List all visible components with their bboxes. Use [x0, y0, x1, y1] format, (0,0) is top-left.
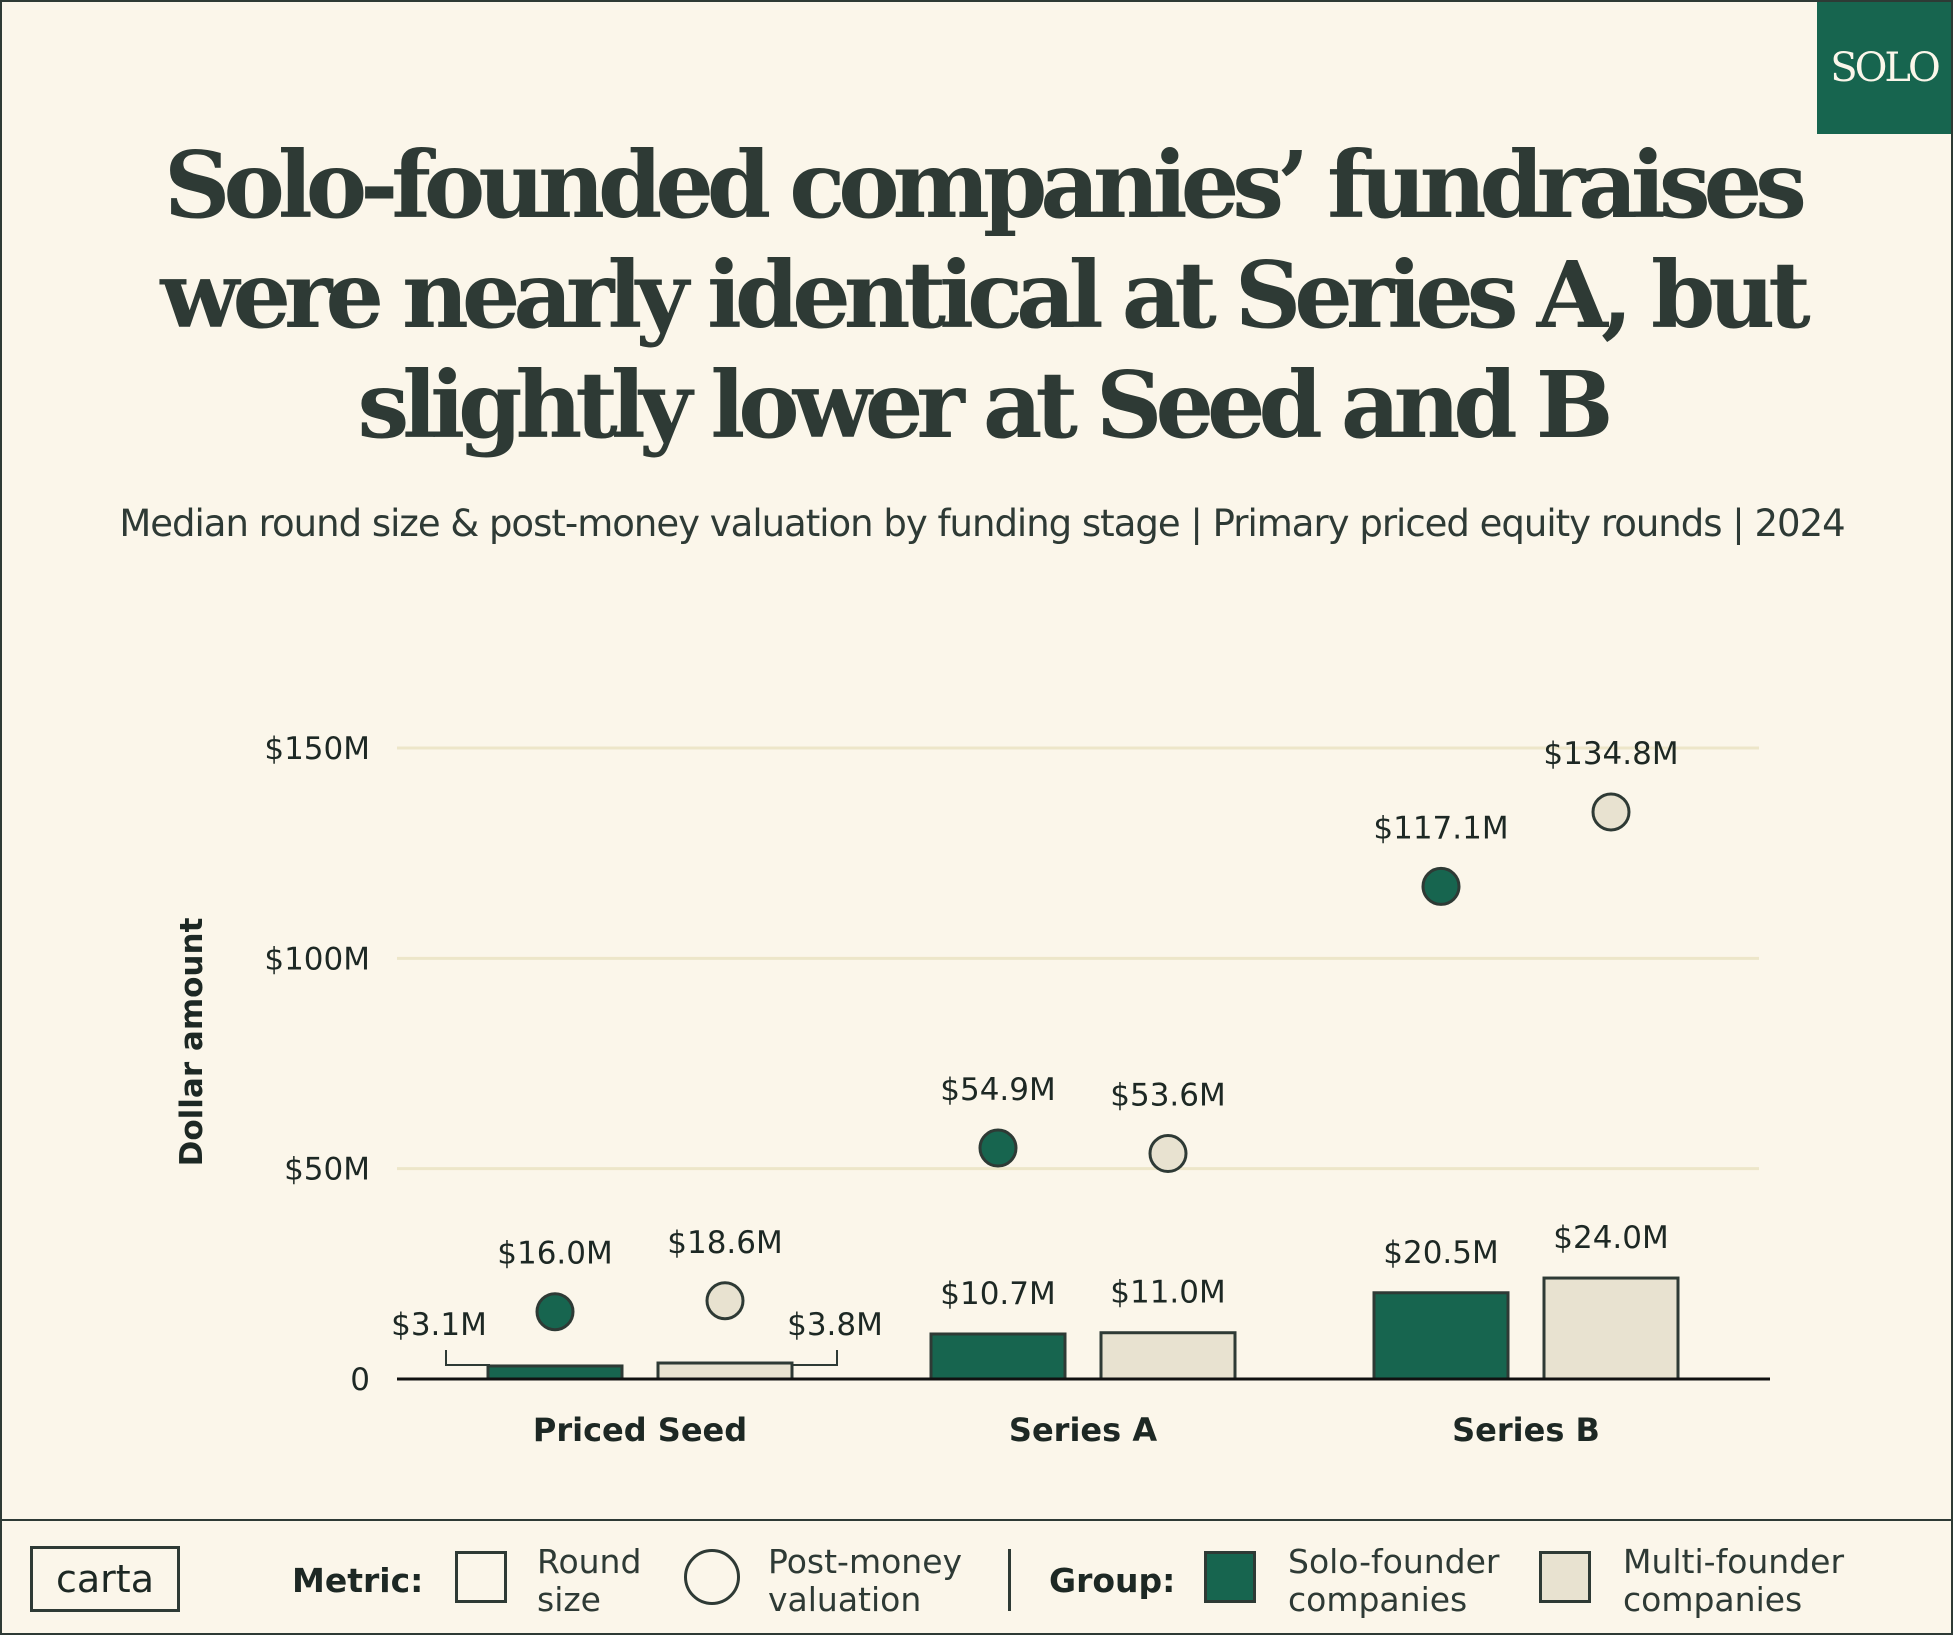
multi-valuation-label-1: $53.6M	[1110, 1078, 1226, 1114]
legend: carta Metric: Round size Post-money valu…	[2, 1519, 1951, 1633]
solo-valuation-label-1: $54.9M	[940, 1072, 1056, 1108]
multi-valuation-label-2: $134.8M	[1543, 736, 1678, 772]
legend-valuation-line1: Post-money	[768, 1542, 963, 1581]
legend-solo-line1: Solo-founder	[1288, 1542, 1500, 1581]
legend-metric-label: Metric:	[292, 1561, 424, 1600]
solo-valuation-dot-1	[978, 1128, 1018, 1168]
multi-valuation-label-0: $18.6M	[667, 1225, 783, 1261]
solo-valuation-label-0: $16.0M	[497, 1236, 613, 1272]
legend-valuation: Post-money valuation	[768, 1543, 962, 1619]
solo-round-label-0: $3.1M	[391, 1307, 487, 1343]
legend-multi-line1: Multi-founder	[1623, 1542, 1845, 1581]
legend-multi-line2: companies	[1623, 1580, 1803, 1619]
y-tick-label-150: $150M	[264, 731, 370, 767]
legend-group-label: Group:	[1049, 1561, 1176, 1600]
solo-round-bar-1	[929, 1332, 1067, 1381]
legend-solo: Solo-founder companies	[1288, 1543, 1499, 1619]
multi-round-label-1: $11.0M	[1110, 1275, 1226, 1311]
legend-multi: Multi-founder companies	[1623, 1543, 1844, 1619]
legend-round-size-line2: size	[537, 1580, 601, 1619]
page-subtitle: Median round size & post-money valuation…	[119, 502, 1845, 545]
multi-round-leader-0	[792, 1350, 838, 1366]
multi-valuation-dot-2	[1591, 792, 1631, 832]
multi-valuation-dot-1	[1148, 1134, 1188, 1174]
page-title: Solo-founded companies’ fundraises were …	[160, 131, 1811, 459]
solo-valuation-label-2: $117.1M	[1373, 810, 1508, 846]
solo-round-label-1: $10.7M	[940, 1276, 1056, 1312]
x-tick-label-2: Series B	[1452, 1411, 1600, 1449]
legend-divider	[1008, 1549, 1011, 1611]
multi-valuation-dot-0	[705, 1281, 745, 1321]
chart: 0 $50M $100M $150M Dollar amount $16.0M $18.6M…	[174, 731, 1770, 1449]
solo-round-leader-0	[445, 1350, 490, 1366]
carta-logo: carta	[30, 1546, 180, 1612]
multi-round-label-0: $3.8M	[787, 1307, 883, 1343]
legend-round-size-line1: Round	[537, 1542, 642, 1581]
valuation-swatch-icon	[684, 1549, 740, 1605]
multi-round-label-2: $24.0M	[1553, 1220, 1669, 1256]
legend-valuation-line2: valuation	[768, 1580, 922, 1619]
y-tick-label-100: $100M	[264, 941, 370, 977]
solo-round-label-2: $20.5M	[1383, 1235, 1499, 1271]
x-tick-label-1: Series A	[1009, 1411, 1157, 1449]
solo-round-bar-0	[486, 1364, 624, 1381]
solo-badge: SOLO	[1817, 2, 1951, 134]
legend-solo-line2: companies	[1288, 1580, 1468, 1619]
round-size-swatch-icon	[455, 1551, 507, 1603]
multi-round-bar-2	[1542, 1276, 1680, 1381]
solo-valuation-dot-0	[535, 1292, 575, 1332]
y-tick-label-0: 0	[350, 1362, 370, 1398]
multi-round-bar-0	[656, 1361, 794, 1381]
solo-round-bar-2	[1372, 1291, 1510, 1381]
multi-swatch-icon	[1539, 1551, 1591, 1603]
x-tick-label-0: Priced Seed	[533, 1411, 747, 1449]
legend-round-size: Round size	[537, 1543, 641, 1619]
solo-swatch-icon	[1204, 1551, 1256, 1603]
y-tick-label-50: $50M	[284, 1152, 370, 1188]
multi-round-bar-1	[1099, 1331, 1237, 1381]
solo-valuation-dot-2	[1421, 866, 1461, 906]
y-axis-label: Dollar amount	[174, 917, 210, 1166]
